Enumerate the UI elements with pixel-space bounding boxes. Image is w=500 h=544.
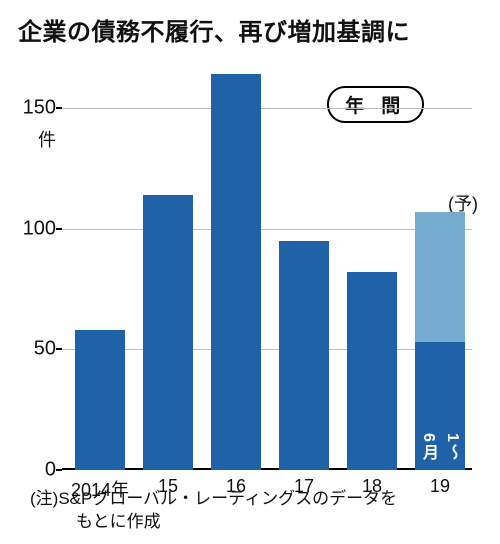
bar <box>211 74 261 470</box>
gridline <box>62 108 472 109</box>
legend-annual: 年 間 <box>327 86 424 123</box>
footnote-line2: もとに作成 <box>30 511 397 534</box>
y-unit-label: 件 <box>0 126 56 152</box>
y-tick-label: 50 <box>0 338 56 361</box>
y-tick <box>56 348 62 350</box>
bar <box>143 195 193 470</box>
gridline <box>62 229 472 230</box>
footnote-prefix: (注) <box>30 489 58 508</box>
y-tick-label: 0 <box>0 459 56 482</box>
y-tick-label: 100 <box>0 217 56 240</box>
y-tick-label: 150 <box>0 97 56 120</box>
bar-caption: 1〜6月 <box>416 433 464 462</box>
bar-forecast <box>415 212 465 342</box>
bar <box>279 241 329 470</box>
bar <box>347 272 397 470</box>
footnote-line1: S&Pグローバル・レーティングスのデータを <box>58 489 397 508</box>
x-tick-label: 19 <box>430 476 450 497</box>
y-tick <box>56 228 62 230</box>
y-tick <box>56 469 62 471</box>
chart-title: 企業の債務不履行、再び増加基調に <box>18 12 410 47</box>
y-tick <box>56 107 62 109</box>
chart-area: 年 間 (予) 050100150件2014年151617181〜6月19 <box>62 60 472 470</box>
bar <box>75 330 125 470</box>
footnote: (注)S&Pグローバル・レーティングスのデータを もとに作成 <box>30 488 397 534</box>
